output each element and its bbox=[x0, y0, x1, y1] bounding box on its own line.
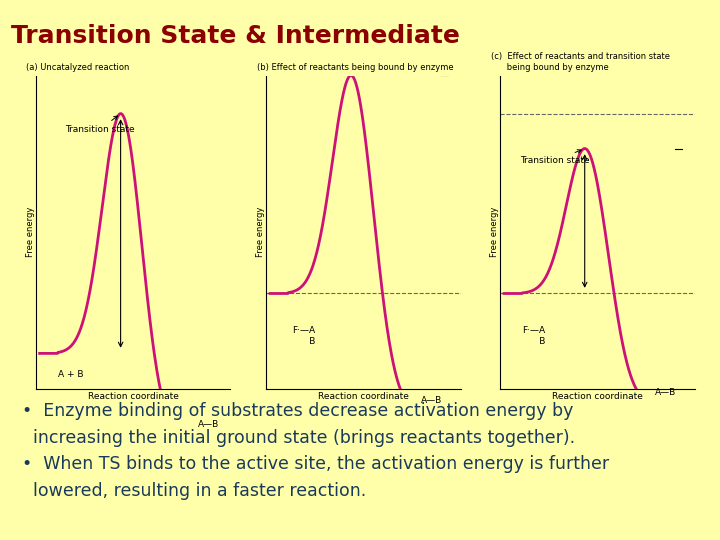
Text: (c)  Effect of reactants and transition state
      being bound by enzyme: (c) Effect of reactants and transition s… bbox=[491, 52, 670, 72]
Y-axis label: Free energy: Free energy bbox=[490, 207, 499, 258]
X-axis label: Reaction coordinate: Reaction coordinate bbox=[552, 392, 643, 401]
Text: A—B: A—B bbox=[198, 421, 219, 429]
Text: Transition State & Intermediate: Transition State & Intermediate bbox=[11, 24, 459, 48]
Text: A—B: A—B bbox=[655, 388, 676, 397]
X-axis label: Reaction coordinate: Reaction coordinate bbox=[88, 392, 179, 401]
Text: (b) Effect of reactants being bound by enzyme: (b) Effect of reactants being bound by e… bbox=[256, 63, 454, 72]
Text: F·—A
      B: F·—A B bbox=[292, 326, 315, 346]
Text: Transition state: Transition state bbox=[520, 150, 590, 165]
Text: A + B: A + B bbox=[58, 370, 84, 379]
X-axis label: Reaction coordinate: Reaction coordinate bbox=[318, 392, 409, 401]
Y-axis label: Free energy: Free energy bbox=[256, 207, 265, 258]
Text: (a) Uncatalyzed reaction: (a) Uncatalyzed reaction bbox=[27, 63, 130, 72]
Text: A—B: A—B bbox=[421, 396, 442, 405]
Text: •  Enzyme binding of substrates decrease activation energy by
  increasing the i: • Enzyme binding of substrates decrease … bbox=[22, 402, 608, 500]
Text: F·—A
      B: F·—A B bbox=[522, 326, 546, 346]
Text: Transition state: Transition state bbox=[65, 116, 135, 134]
Y-axis label: Free energy: Free energy bbox=[26, 207, 35, 258]
